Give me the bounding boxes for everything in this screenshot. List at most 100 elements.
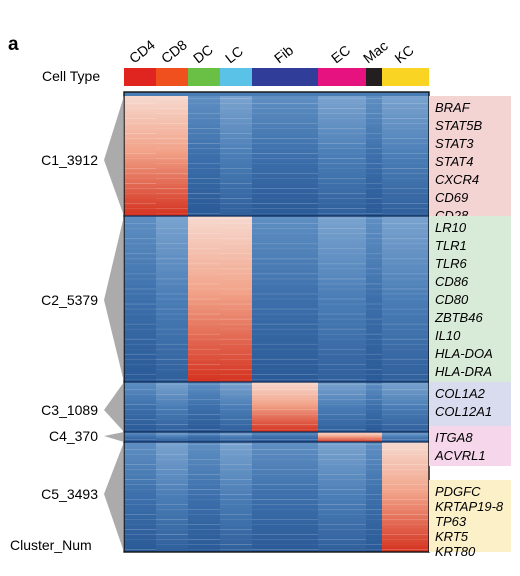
gene-panel-c2_5379 (429, 216, 511, 382)
gene-label: HLA-DOA (435, 346, 493, 361)
heat-block-c3_1089-kc (382, 382, 429, 432)
heat-block-c2_5379-cd4 (124, 216, 156, 382)
cell-type-swatch-cd8 (156, 68, 188, 86)
heat-block-c4_370-lc (220, 432, 252, 442)
heat-block-c3_1089-dc (188, 382, 220, 432)
gene-label: IL10 (435, 328, 461, 343)
heatmap-body (124, 92, 429, 552)
heat-block-c5_3493-mac (366, 442, 382, 552)
column-labels: CD4 CD8 DC LC Fib EC Mac KC (126, 36, 417, 66)
heat-block-c2_5379-mac (366, 216, 382, 382)
gene-label: CD69 (435, 190, 468, 205)
gene-label: LR10 (435, 220, 467, 235)
cluster-brackets: C1_3912 C2_5379 C3_1089 C4_370 C5_3493 (41, 96, 124, 552)
cell-type-label-kc: KC (391, 42, 416, 67)
heat-block-c1_3912-fib (252, 96, 318, 216)
heat-block-c1_3912-ec (318, 96, 366, 216)
cell-type-swatch-kc (382, 68, 429, 86)
heat-block-c5_3493-lc (220, 442, 252, 552)
gene-label: TLR6 (435, 256, 468, 271)
cell-type-swatch-fib (252, 68, 318, 86)
cluster-label-c3_1089: C3_1089 (41, 402, 98, 418)
gene-label: CD86 (435, 274, 469, 289)
heat-block-c2_5379-cd8 (156, 216, 188, 382)
heat-block-c2_5379-ec (318, 216, 366, 382)
cluster-label-c4_370: C4_370 (49, 428, 98, 444)
gene-label: ITGA8 (435, 430, 473, 445)
heat-block-c3_1089-mac (366, 382, 382, 432)
heat-block-c1_3912-lc (220, 96, 252, 216)
gene-panels: BRAFSTAT5BSTAT3STAT4CXCR4CD69CD28LR10TLR… (429, 96, 511, 559)
heat-block-c3_1089-cd8 (156, 382, 188, 432)
heat-block-c1_3912-cd8 (156, 96, 188, 216)
gene-label: PDGFC (435, 484, 481, 499)
gene-label: ZBTB46 (434, 310, 483, 325)
gene-label: CXCR4 (435, 172, 479, 187)
heat-block-c3_1089-fib (252, 382, 318, 432)
cluster-bracket-c5_3493 (104, 442, 124, 552)
gene-label: TP63 (435, 514, 467, 529)
gene-label: STAT5B (435, 118, 483, 133)
cell-type-label-ec: EC (328, 42, 353, 67)
heat-block-c4_370-ec (318, 432, 366, 442)
cell-type-label-cd4: CD4 (126, 36, 158, 66)
heat-block-c4_370-cd4 (124, 432, 156, 442)
gene-label: COL1A2 (435, 386, 486, 401)
heat-block-c1_3912-cd4 (124, 96, 156, 216)
heat-block-c2_5379-dc (188, 216, 220, 382)
cluster-bracket-c3_1089 (104, 382, 124, 432)
gene-panel-c4_370 (429, 426, 511, 466)
heat-block-c4_370-kc (382, 432, 429, 442)
heat-block-c5_3493-dc (188, 442, 220, 552)
cell-type-label-lc: LC (222, 43, 246, 67)
cell-type-swatch-lc (220, 68, 252, 86)
heat-block-c1_3912-dc (188, 96, 220, 216)
heat-block-c4_370-dc (188, 432, 220, 442)
cluster-label-c5_3493: C5_3493 (41, 486, 98, 502)
heat-block-c4_370-cd8 (156, 432, 188, 442)
gene-label: STAT3 (435, 136, 474, 151)
gene-panel-c1_3912 (429, 96, 511, 216)
gene-label: COL12A1 (435, 404, 492, 419)
gene-label: KRT80 (435, 544, 476, 559)
cluster-bracket-c4_370 (104, 432, 124, 442)
heat-block-c4_370-fib (252, 432, 318, 442)
cell-type-swatch-dc (188, 68, 220, 86)
cell-type-label-mac: Mac (360, 37, 391, 66)
gene-label: TLR1 (435, 238, 467, 253)
panel-letter: a (8, 34, 19, 55)
cluster-bracket-c1_3912 (104, 96, 124, 216)
heat-block-c3_1089-cd4 (124, 382, 156, 432)
gene-panel-c5_3493 (429, 480, 511, 552)
cluster-label-c2_5379: C2_5379 (41, 292, 98, 308)
cluster-num-label: Cluster_Num (10, 537, 92, 553)
heat-block-c5_3493-cd4 (124, 442, 156, 552)
gene-label: CD80 (435, 292, 469, 307)
cell-type-label-fib: Fib (271, 42, 296, 67)
heat-block-c3_1089-ec (318, 382, 366, 432)
gene-label: ACVRL1 (434, 448, 486, 463)
heatmap-top-band (124, 92, 429, 96)
cell-type-label-cd8: CD8 (158, 36, 190, 66)
heat-block-c2_5379-lc (220, 216, 252, 382)
cluster-bracket-c2_5379 (104, 216, 124, 382)
cell-type-swatch-cd4 (124, 68, 156, 86)
gene-label: HLA-DRA (435, 364, 492, 379)
heat-block-c1_3912-kc (382, 96, 429, 216)
heat-block-c3_1089-lc (220, 382, 252, 432)
gene-panel-c3_1089 (429, 382, 511, 432)
heat-block-c4_370-mac (366, 432, 382, 442)
heat-block-c5_3493-kc (382, 442, 429, 552)
cell-type-swatch-mac (366, 68, 382, 86)
gene-label: BRAF (435, 100, 471, 115)
cluster-label-c1_3912: C1_3912 (41, 152, 98, 168)
heat-block-c1_3912-mac (366, 96, 382, 216)
heat-block-c5_3493-fib (252, 442, 318, 552)
cell-type-swatch-ec (318, 68, 366, 86)
cell-type-row-label: Cell Type (42, 68, 100, 84)
heat-block-c5_3493-ec (318, 442, 366, 552)
gene-label: KRTAP19-8 (435, 499, 504, 514)
heat-block-c2_5379-kc (382, 216, 429, 382)
gene-label: STAT4 (435, 154, 474, 169)
